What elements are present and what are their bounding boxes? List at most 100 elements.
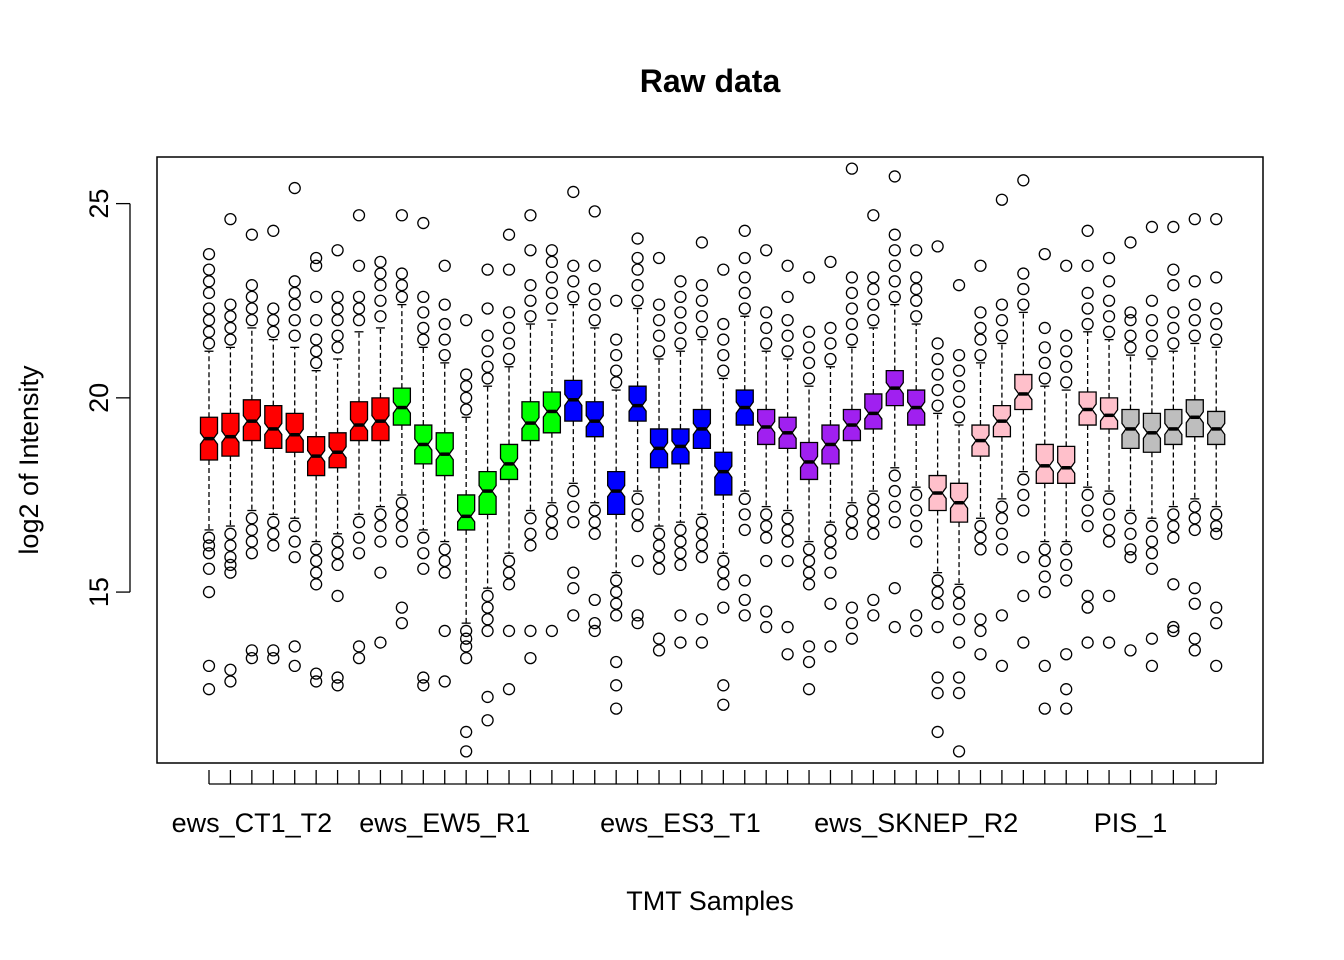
outlier-point: [545, 255, 559, 269]
outlier-point: [674, 558, 687, 572]
outlier-point: [460, 632, 473, 645]
outlier-point: [331, 558, 344, 572]
outlier-point: [1102, 275, 1116, 288]
box-21: [628, 232, 647, 630]
outlier-point: [674, 547, 687, 560]
outlier-point: [974, 306, 987, 319]
box-1: [199, 247, 219, 696]
outlier-point: [374, 636, 387, 649]
outlier-point: [481, 345, 494, 358]
outlier-point: [524, 539, 537, 552]
outlier-point: [888, 500, 901, 513]
outlier-point: [867, 609, 880, 622]
outlier-point: [802, 341, 816, 354]
box-8: [349, 209, 369, 665]
outlier-point: [352, 651, 366, 665]
outlier-point: [910, 504, 923, 517]
outlier-point: [309, 667, 323, 680]
chart-title: Raw data: [640, 63, 781, 99]
outlier-point: [652, 550, 666, 564]
outlier-point: [1145, 294, 1159, 307]
outlier-point: [717, 333, 730, 346]
outlier-point: [438, 333, 451, 346]
outlier-point: [888, 516, 901, 529]
outlier-point: [760, 321, 773, 335]
box-33: [885, 170, 904, 634]
outlier-point: [631, 492, 644, 505]
outlier-point: [867, 593, 880, 606]
outlier-point: [374, 267, 387, 280]
outlier-point: [481, 360, 494, 373]
outlier-point: [824, 337, 837, 350]
outlier-point: [588, 298, 601, 311]
outlier-point: [674, 275, 687, 288]
outlier-point: [567, 484, 580, 498]
outlier-point: [674, 321, 687, 335]
outlier-point: [545, 244, 559, 257]
outlier-point: [652, 314, 666, 327]
outlier-point: [588, 314, 601, 327]
outlier-point: [417, 671, 430, 684]
outlier-point: [224, 558, 237, 572]
box-series: [199, 162, 1226, 758]
outlier-point: [202, 314, 216, 327]
outlier-point: [1038, 659, 1051, 673]
outlier-point: [931, 620, 944, 634]
box-28: [778, 259, 797, 661]
outlier-point: [374, 566, 387, 579]
outlier-point: [438, 624, 451, 638]
outlier-point: [845, 632, 859, 645]
box-body: [628, 385, 647, 422]
outlier-point: [888, 259, 901, 272]
outlier-point: [202, 302, 216, 315]
outlier-point: [1081, 488, 1094, 502]
outlier-point: [760, 306, 773, 319]
outlier-point: [1167, 508, 1180, 521]
outlier-point: [524, 527, 537, 540]
outlier-point: [245, 547, 259, 560]
outlier-point: [202, 275, 216, 288]
outlier-point: [652, 345, 666, 358]
outlier-point: [802, 325, 816, 338]
outlier-point: [1167, 306, 1180, 319]
outlier-point: [395, 617, 409, 630]
outlier-point: [567, 185, 580, 199]
outlier-point: [309, 333, 323, 346]
outlier-point: [567, 500, 580, 513]
outlier-point: [1210, 617, 1223, 630]
outlier-point: [438, 298, 451, 311]
outlier-point: [1102, 251, 1116, 265]
outlier-point: [802, 271, 816, 284]
outlier-point: [1060, 683, 1073, 696]
outlier-point: [395, 496, 409, 509]
box-7: [328, 244, 347, 692]
outlier-point: [652, 298, 666, 311]
outlier-point: [824, 597, 837, 610]
outlier-point: [1017, 488, 1030, 502]
outlier-point: [588, 282, 601, 296]
outlier-point: [1038, 702, 1051, 715]
outlier-point: [481, 329, 494, 342]
outlier-point: [202, 325, 216, 338]
outlier-point: [802, 554, 816, 568]
outlier-point: [202, 247, 216, 261]
outlier-point: [952, 348, 966, 362]
outlier-point: [695, 516, 709, 529]
outlier-point: [760, 508, 773, 521]
outlier-point: [1038, 356, 1051, 370]
outlier-point: [502, 337, 516, 350]
outlier-point: [1145, 345, 1159, 358]
outlier-point: [888, 620, 901, 634]
outlier-point: [567, 259, 580, 272]
outlier-point: [824, 535, 837, 548]
outlier-point: [352, 259, 366, 272]
outlier-point: [438, 317, 451, 331]
outlier-point: [267, 527, 280, 540]
outlier-point: [588, 504, 601, 517]
outlier-point: [202, 531, 216, 544]
outlier-point: [567, 566, 580, 579]
outlier-point: [1081, 259, 1094, 272]
box-body: [585, 401, 604, 438]
outlier-point: [867, 504, 880, 517]
outlier-point: [995, 659, 1009, 673]
